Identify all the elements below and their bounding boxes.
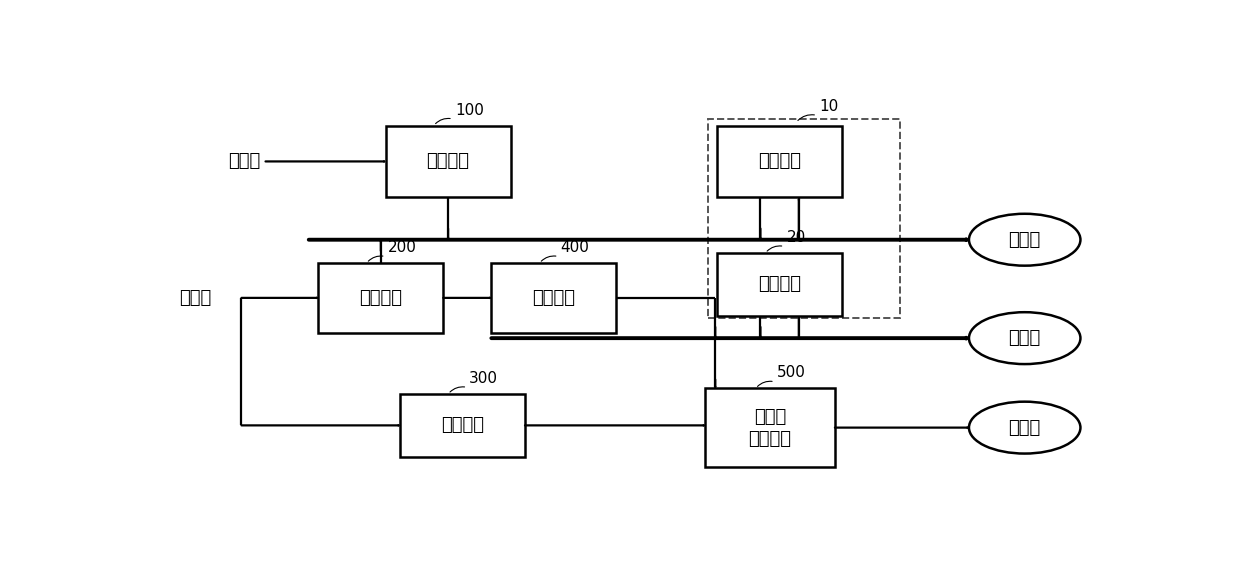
Text: 热负荷: 热负荷 (1008, 329, 1040, 347)
Text: 燃气机组: 燃气机组 (360, 289, 402, 307)
Text: 100: 100 (455, 103, 484, 117)
Text: 吸收式
制冷机组: 吸收式 制冷机组 (749, 407, 791, 448)
Text: 燃气锅炉: 燃气锅炉 (441, 417, 484, 435)
Text: 400: 400 (560, 240, 589, 255)
Circle shape (968, 312, 1080, 364)
Text: 储热系统: 储热系统 (758, 275, 801, 293)
Text: 储电系统: 储电系统 (758, 152, 801, 170)
Text: 500: 500 (776, 365, 806, 381)
Bar (386, 125, 511, 197)
Bar (319, 263, 444, 332)
Text: 余热锅炉: 余热锅炉 (532, 289, 575, 307)
Text: 冷负荷: 冷负荷 (1008, 419, 1040, 436)
Text: 10: 10 (820, 99, 838, 113)
Circle shape (968, 401, 1080, 454)
Text: 太阳能: 太阳能 (228, 152, 260, 170)
Text: 光伏系统: 光伏系统 (427, 152, 470, 170)
Text: 200: 200 (388, 240, 417, 255)
Circle shape (968, 214, 1080, 266)
Bar (401, 394, 525, 457)
Bar (717, 253, 842, 316)
Bar (708, 119, 900, 318)
Bar (717, 125, 842, 197)
Bar (706, 389, 835, 467)
Text: 300: 300 (469, 371, 498, 386)
Bar (491, 263, 616, 332)
Text: 电负荷: 电负荷 (1008, 231, 1040, 249)
Text: 20: 20 (786, 230, 806, 245)
Text: 天然气: 天然气 (179, 289, 211, 307)
